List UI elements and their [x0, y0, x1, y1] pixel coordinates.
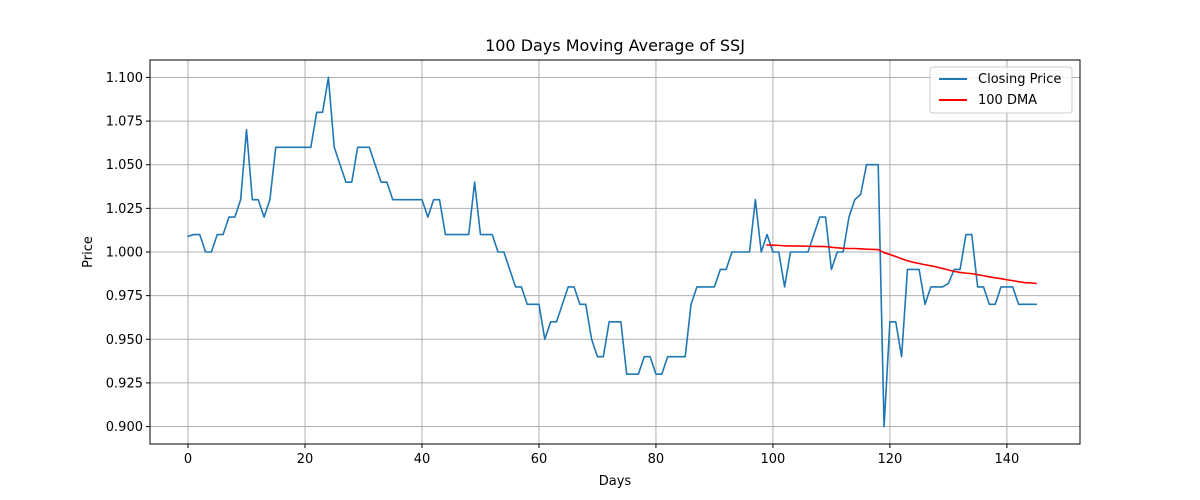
- y-tick-label: 0.925: [106, 376, 143, 391]
- x-tick-label: 140: [994, 452, 1019, 467]
- y-tick-label: 1.075: [106, 115, 143, 130]
- y-tick-label: 0.975: [106, 289, 143, 304]
- x-tick-label: 120: [877, 452, 902, 467]
- y-axis-label: Price: [81, 236, 96, 268]
- y-tick-label: 0.900: [106, 420, 143, 435]
- y-tick-label: 1.025: [106, 202, 143, 217]
- x-tick-label: 80: [648, 452, 665, 467]
- x-tick-label: 100: [761, 452, 786, 467]
- series-layer: [187, 76, 1037, 428]
- legend-label-100-dma: 100 DMA: [978, 93, 1037, 108]
- series-line-closing-price: [187, 76, 1037, 428]
- x-tick-label: 40: [414, 452, 431, 467]
- chart-title: 100 Days Moving Average of SSJ: [485, 36, 745, 55]
- x-tick-label: 60: [531, 452, 548, 467]
- x-axis-label: Days: [599, 474, 632, 489]
- y-axis-ticks: 0.900 0.925 0.950 0.975 1.000 1.025 1.050 1.075…: [106, 71, 150, 435]
- y-tick-label: 1.000: [106, 246, 143, 261]
- y-tick-label: 0.950: [106, 333, 143, 348]
- legend: Closing Price 100 DMA: [929, 66, 1073, 114]
- series-line-100-dma: [766, 244, 1037, 285]
- x-tick-label: 0: [184, 452, 192, 467]
- y-tick-label: 1.050: [106, 158, 143, 173]
- x-axis-ticks: 0 20 40 60 80 100 120 140: [184, 444, 1019, 467]
- grid: [150, 60, 1080, 444]
- legend-label-closing-price: Closing Price: [978, 72, 1061, 87]
- x-tick-label: 20: [297, 452, 314, 467]
- y-tick-label: 1.100: [106, 71, 143, 86]
